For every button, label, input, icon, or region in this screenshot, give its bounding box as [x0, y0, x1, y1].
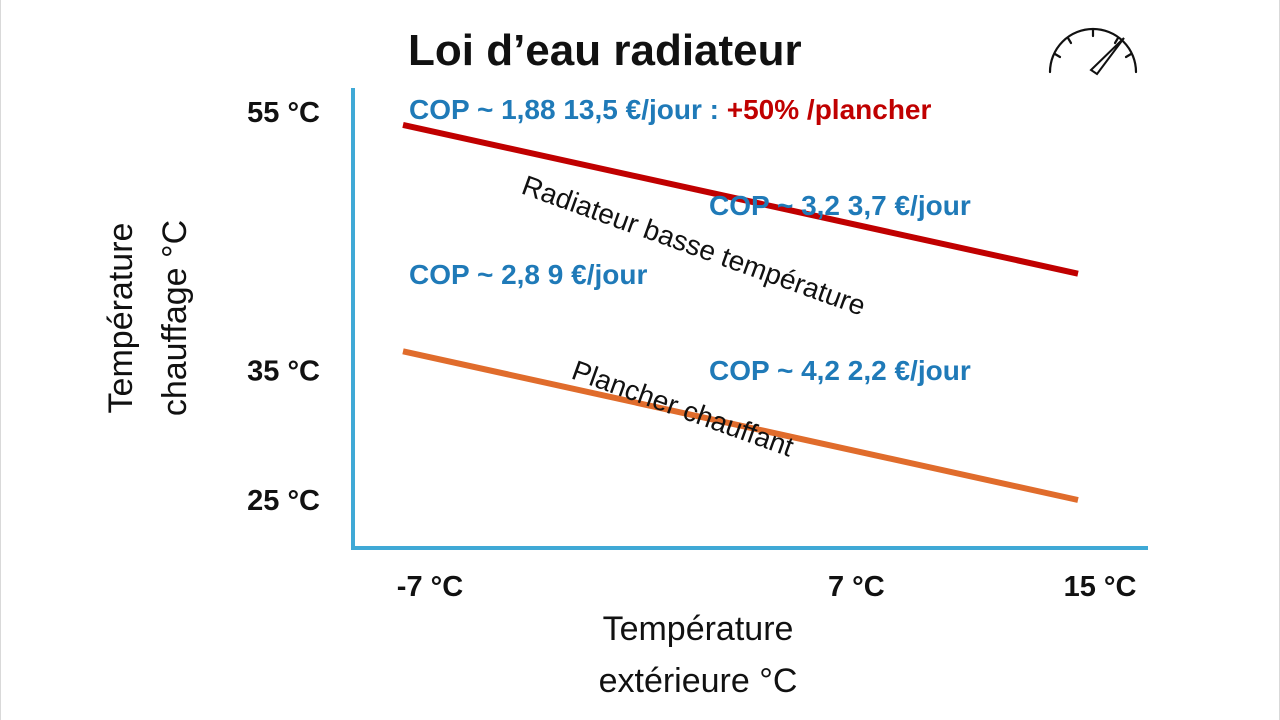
x-axis-title-line2: extérieure °C [599, 662, 798, 700]
y-tick-label-35: 35 °C [247, 356, 320, 388]
annotation-plus50-highlight: +50% /plancher [727, 94, 932, 125]
y-tick-label-25: 25 °C [247, 485, 320, 517]
series-line-plancher [402, 348, 1079, 503]
y-tick-label-55: 55 °C [247, 97, 320, 129]
speedometer-icon [1048, 27, 1138, 76]
series-line-radiateur [402, 122, 1079, 277]
x-tick-label-7: 7 °C [828, 571, 885, 603]
chart-title: Loi d’eau radiateur [408, 26, 802, 75]
x-axis-title-line1: Température [603, 610, 794, 648]
annotation-cop-1-88: COP ~ 1,88 13,5 €/jour : +50% /plancher [409, 94, 932, 125]
x-tick-label-15: 15 °C [1064, 571, 1137, 603]
annotation-cop-1-88-text: COP ~ 1,88 13,5 €/jour : [409, 94, 727, 125]
annotation-cop-2-8: COP ~ 2,8 9 €/jour [409, 259, 647, 290]
annotation-cop-4-2: COP ~ 4,2 2,2 €/jour [709, 355, 971, 386]
x-tick-label-minus7: -7 °C [397, 571, 463, 603]
y-axis-title-line2: chauffage °C [156, 220, 194, 416]
y-axis-title-line1: Température [102, 223, 140, 414]
annotation-cop-3-2: COP ~ 3,2 3,7 €/jour [709, 190, 971, 221]
